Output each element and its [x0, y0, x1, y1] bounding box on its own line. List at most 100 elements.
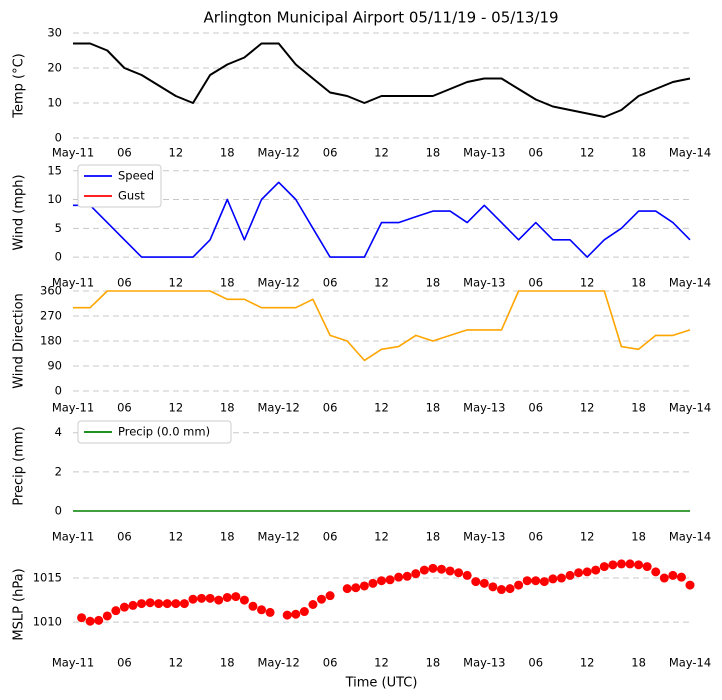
- data-point: [454, 568, 464, 578]
- x-tick-label: May-14: [669, 146, 711, 160]
- data-point: [676, 572, 686, 582]
- x-tick-label: 06: [117, 656, 132, 670]
- data-point: [265, 607, 275, 617]
- data-point: [651, 567, 661, 577]
- x-tick-label: 12: [169, 656, 184, 670]
- data-point: [556, 573, 566, 583]
- x-tick-label: 18: [220, 276, 235, 290]
- x-tick-label: 12: [580, 146, 595, 160]
- panel: 1010 1015 May-11 06 12 18 May-12 06 12 18 May-13 06…: [12, 559, 711, 691]
- y-axis-label: MSLP (hPa): [12, 568, 27, 640]
- legend-label: Gust: [118, 189, 145, 203]
- x-tick-label: 12: [580, 656, 595, 670]
- data-point: [128, 600, 138, 610]
- y-tick-label: 10: [47, 192, 62, 206]
- x-tick-label: 18: [220, 401, 235, 415]
- x-tick-label: 06: [117, 401, 132, 415]
- x-tick-label: May-11: [52, 530, 94, 544]
- y-tick-label: 15: [47, 163, 62, 177]
- y-axis-label: Precip (mm): [12, 426, 27, 505]
- x-tick-label: 12: [169, 401, 184, 415]
- y-axis-label: Temp (°C): [12, 53, 27, 119]
- y-tick-label: 5: [55, 221, 62, 235]
- x-tick-label: 12: [374, 276, 389, 290]
- x-tick-label: 12: [374, 401, 389, 415]
- data-point: [137, 599, 147, 609]
- x-tick-label: 06: [323, 656, 338, 670]
- data-point: [668, 570, 678, 580]
- data-point: [462, 570, 472, 580]
- data-line: [73, 42, 691, 118]
- y-tick-label: 90: [47, 359, 62, 373]
- data-point: [231, 592, 241, 602]
- data-point: [411, 569, 421, 579]
- data-point: [368, 578, 378, 588]
- data-point: [179, 599, 189, 609]
- x-tick-label: 12: [580, 530, 595, 544]
- data-point: [154, 599, 164, 609]
- x-tick-label: May-14: [669, 276, 711, 290]
- data-point: [539, 577, 549, 587]
- x-tick-label: 06: [528, 276, 543, 290]
- data-point: [496, 585, 506, 595]
- x-tick-label: May-12: [257, 656, 299, 670]
- x-tick-label: May-11: [52, 276, 94, 290]
- data-point: [419, 565, 429, 575]
- data-point: [205, 593, 215, 603]
- y-tick-label: 30: [47, 26, 62, 40]
- x-tick-label: 18: [631, 146, 646, 160]
- data-point: [359, 581, 369, 591]
- data-point: [574, 568, 584, 578]
- data-point: [77, 613, 87, 623]
- legend-label: Precip (0.0 mm): [118, 425, 210, 439]
- x-tick-label: May-13: [463, 530, 505, 544]
- x-tick-label: 18: [631, 401, 646, 415]
- data-point: [599, 562, 609, 572]
- data-point: [565, 570, 575, 580]
- data-point: [428, 563, 438, 573]
- y-tick-label: 180: [40, 334, 62, 348]
- x-tick-label: 06: [528, 146, 543, 160]
- data-point: [685, 580, 695, 590]
- x-tick-label: May-11: [52, 401, 94, 415]
- data-point: [351, 583, 361, 593]
- data-point: [308, 600, 318, 609]
- x-tick-label: 06: [117, 146, 132, 160]
- x-tick-label: 06: [528, 401, 543, 415]
- y-tick-label: 1015: [33, 571, 62, 585]
- panel: 0 5 10 15 May-11 06 12 18 May-12 06 12 18 May-13 06 12…: [12, 163, 712, 289]
- x-tick-label: 06: [323, 276, 338, 290]
- x-tick-label: May-12: [257, 276, 299, 290]
- legend-box: [77, 420, 232, 444]
- data-point: [239, 595, 249, 605]
- x-tick-label: 06: [528, 656, 543, 670]
- data-point: [514, 580, 524, 590]
- data-point: [111, 606, 121, 616]
- x-axis-label: Time (UTC): [345, 676, 418, 691]
- data-point: [342, 584, 352, 594]
- x-tick-label: 12: [374, 656, 389, 670]
- data-point: [85, 616, 95, 626]
- x-tick-label: 18: [631, 530, 646, 544]
- data-point: [471, 577, 481, 587]
- x-tick-label: 06: [117, 530, 132, 544]
- data-point: [616, 559, 626, 569]
- x-tick-label: May-13: [463, 276, 505, 290]
- y-tick-label: 10: [47, 96, 62, 110]
- data-line: [73, 290, 691, 362]
- data-point: [394, 572, 404, 582]
- data-point: [445, 566, 455, 576]
- y-tick-label: 1010: [33, 615, 62, 629]
- x-tick-label: May-14: [669, 656, 711, 670]
- y-tick-label: 20: [47, 61, 62, 75]
- data-point: [282, 610, 292, 620]
- data-point: [162, 599, 172, 609]
- y-tick-label: 2: [55, 464, 62, 478]
- x-tick-label: 06: [117, 276, 132, 290]
- x-tick-label: 18: [426, 146, 441, 160]
- data-point: [317, 594, 327, 604]
- chart-title: Arlington Municipal Airport 05/11/19 - 0…: [203, 9, 558, 27]
- x-tick-label: 12: [374, 146, 389, 160]
